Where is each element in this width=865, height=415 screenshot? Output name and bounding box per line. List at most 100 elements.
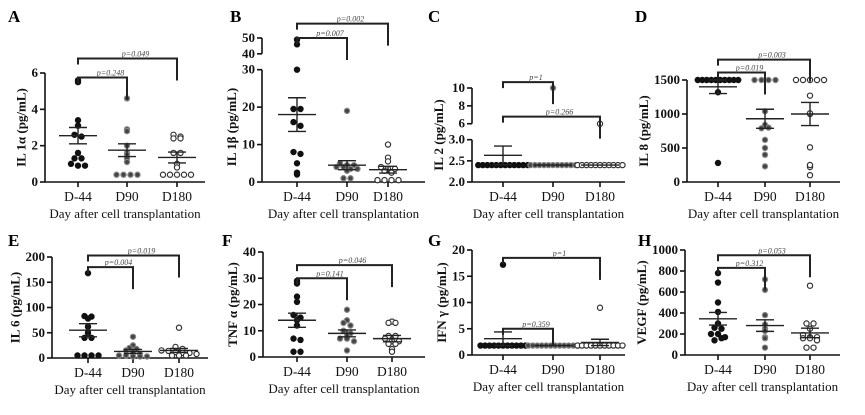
data-point — [374, 176, 381, 184]
data-point — [290, 105, 297, 113]
data-point — [806, 171, 814, 179]
data-point — [293, 160, 301, 167]
data-point — [173, 164, 181, 171]
y-axis-label: IL 2 (pg/mL) — [431, 99, 446, 171]
y-tick-label: 1500 — [654, 72, 680, 87]
y-axis-label: TNF α (pg/mL) — [225, 262, 240, 347]
y-tick-label: 200 — [26, 249, 46, 264]
significance-bracket — [296, 264, 393, 288]
y-axis-label: VEGF (pg/mL) — [634, 260, 649, 344]
data-point — [810, 320, 817, 327]
y-tick-label: 800 — [659, 263, 679, 278]
x-axis-label: Day after cell transplantation — [473, 206, 625, 221]
x-tick-label: D90 — [335, 189, 358, 204]
p-value-label: p=0.141 — [315, 269, 343, 278]
y-tick-label: 150 — [26, 274, 46, 289]
significance-bracket — [296, 37, 348, 60]
y-tick-label: 20 — [242, 99, 255, 114]
data-point — [297, 348, 304, 355]
y-tick-label: 4 — [32, 101, 39, 116]
p-value-label: p=0.019 — [127, 246, 155, 255]
x-tick-label: D90 — [115, 189, 138, 204]
y-tick-label: 1000 — [654, 106, 680, 121]
panel-e: E 0 50 100 150 200 D-44 D90 D180 Day after cell t… — [8, 231, 208, 397]
x-tick-label: D180 — [377, 364, 407, 379]
y-tick-label: 50 — [32, 325, 45, 340]
data-point — [293, 171, 301, 178]
data-point — [813, 337, 821, 344]
p-value-label: p=0.266 — [545, 108, 573, 117]
data-point — [297, 150, 304, 158]
panel-d: D 0 500 1000 1500 D-44 D90 D180 Day after cell t… — [635, 7, 840, 221]
data-point — [347, 175, 354, 182]
x-tick-label: D180 — [795, 362, 825, 377]
y-tick-label: 400 — [659, 305, 679, 320]
data-point — [350, 338, 358, 345]
y-tick-label: 200 — [659, 326, 679, 341]
panel-letter: E — [8, 231, 19, 250]
data-point — [806, 161, 814, 169]
data-point — [177, 135, 184, 142]
y-tick-label: 40 — [243, 244, 256, 259]
x-tick-label: D180 — [795, 189, 825, 204]
data-point — [129, 353, 137, 360]
data-point — [385, 319, 392, 327]
significance-bracket — [87, 254, 180, 278]
data-point — [751, 76, 758, 84]
data-point — [803, 320, 810, 327]
y-tick-label: 100 — [26, 300, 46, 315]
y-axis-label: IL 1α (pg/mL) — [14, 88, 29, 167]
panel-f: F 0 10 20 30 40 D-44 D90 D180 Day after cell tran… — [222, 231, 425, 396]
p-value-label: p=1 — [528, 73, 542, 82]
x-tick-label: D90 — [541, 362, 564, 377]
x-tick-label: D-44 — [64, 189, 92, 204]
data-point — [170, 149, 177, 157]
p-value-label: p=0.248 — [96, 69, 124, 78]
data-point — [343, 347, 351, 354]
data-point — [761, 144, 769, 152]
data-point — [193, 350, 200, 358]
x-axis-label: Day after cell transplantation — [268, 206, 420, 221]
data-point — [297, 105, 304, 113]
data-point — [340, 327, 347, 334]
y-tick-label: 50 — [242, 30, 255, 45]
y-tick-label: 2.0 — [449, 174, 465, 189]
data-point — [619, 342, 626, 349]
y-tick-label: 30 — [242, 62, 255, 77]
data-point — [803, 344, 810, 351]
panel-letter: H — [638, 231, 651, 250]
significance-bracket — [502, 256, 601, 280]
data-point — [714, 159, 722, 167]
y-tick-label: 6 — [32, 65, 39, 80]
data-point — [74, 162, 82, 169]
data-point — [354, 165, 361, 173]
data-point — [761, 344, 769, 351]
data-point — [792, 76, 800, 84]
data-point — [758, 76, 765, 84]
x-tick-label: D90 — [753, 189, 776, 204]
data-point — [290, 335, 297, 342]
y-axis-label: IL 8 (pg/mL) — [636, 95, 651, 167]
data-point — [113, 171, 120, 178]
data-point — [340, 319, 347, 327]
data-point — [388, 176, 395, 184]
data-point — [95, 352, 102, 359]
data-point — [707, 330, 715, 338]
data-point — [129, 333, 137, 340]
p-value-label: p=0.312 — [735, 259, 763, 268]
y-tick-label: 10 — [243, 323, 256, 338]
panel-letter: C — [428, 7, 440, 26]
x-axis-label: Day after cell transplantation — [473, 379, 625, 394]
data-point — [619, 161, 626, 169]
y-tick-label: 0 — [249, 174, 256, 189]
panel-h: H 0 200 400 600 800 1000 D-44 D90 D180 Day after c… — [634, 231, 840, 394]
data-point — [159, 171, 167, 178]
data-point — [81, 352, 88, 359]
x-axis-label: Day after cell transplantation — [54, 382, 206, 397]
panel-letter: G — [428, 231, 441, 250]
data-point — [180, 171, 188, 178]
significance-bracket — [502, 115, 601, 139]
y-tick-label: 5 — [459, 321, 466, 336]
y-tick-label: 0 — [250, 349, 257, 364]
y-tick-label: 600 — [659, 284, 679, 299]
